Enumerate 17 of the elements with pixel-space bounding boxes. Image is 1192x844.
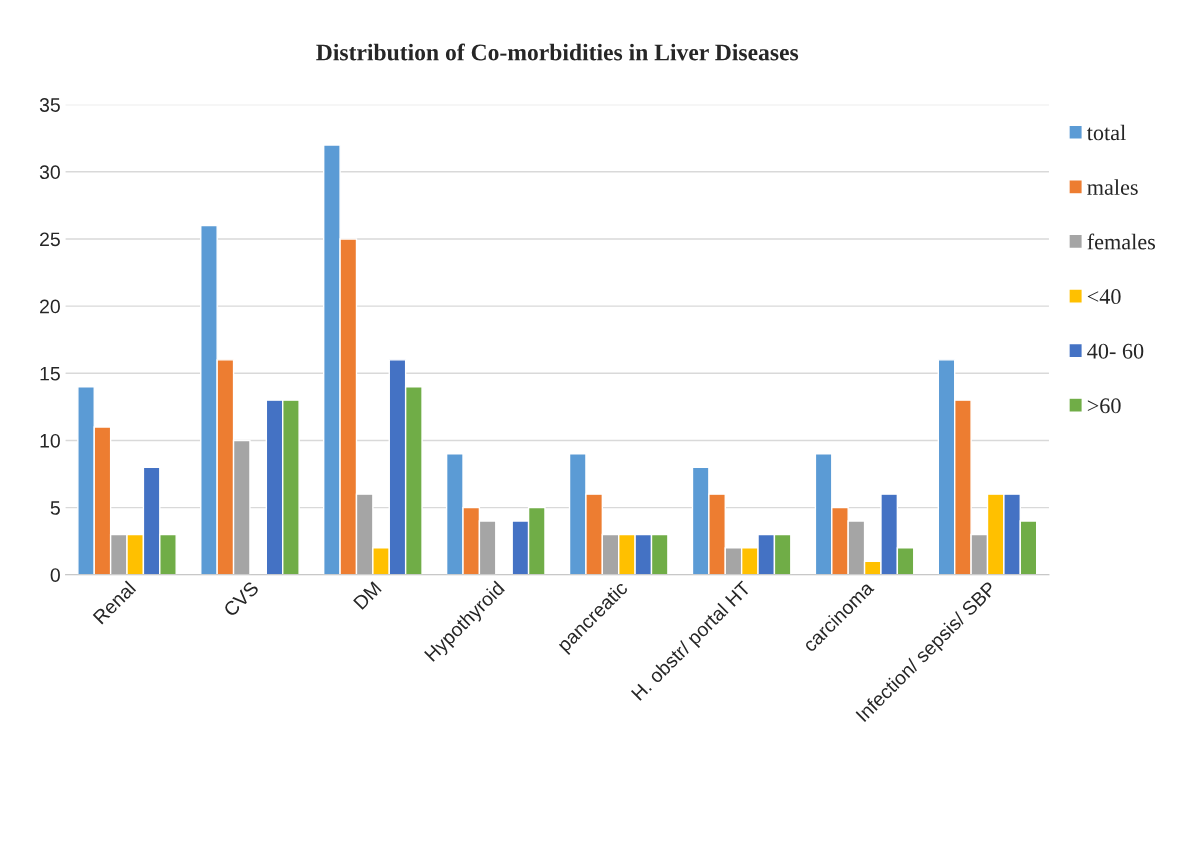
x-tick-label: DM: [353, 581, 382, 610]
y-tick-label: 25: [40, 232, 60, 247]
legend-label: <40: [1087, 289, 1121, 305]
legend-label: 40- 60: [1087, 343, 1144, 359]
y-tick-label: 15: [40, 366, 60, 381]
x-tick-label: CVS: [222, 580, 260, 618]
chart-title: Distribution of Co-morbidities in Liver Diseases: [316, 43, 799, 61]
legend-label: total: [1086, 124, 1126, 141]
y-tick-label: 35: [39, 98, 60, 112]
legend-label: >60: [1087, 398, 1121, 414]
y-tick-label: 5: [50, 501, 60, 515]
legend-label: females: [1087, 233, 1156, 250]
y-tick-label: 20: [40, 299, 60, 314]
y-tick-label: 30: [39, 165, 60, 180]
y-tick-label: 0: [50, 568, 60, 582]
legend-label: males: [1087, 179, 1138, 195]
y-tick-label: 10: [40, 433, 60, 448]
